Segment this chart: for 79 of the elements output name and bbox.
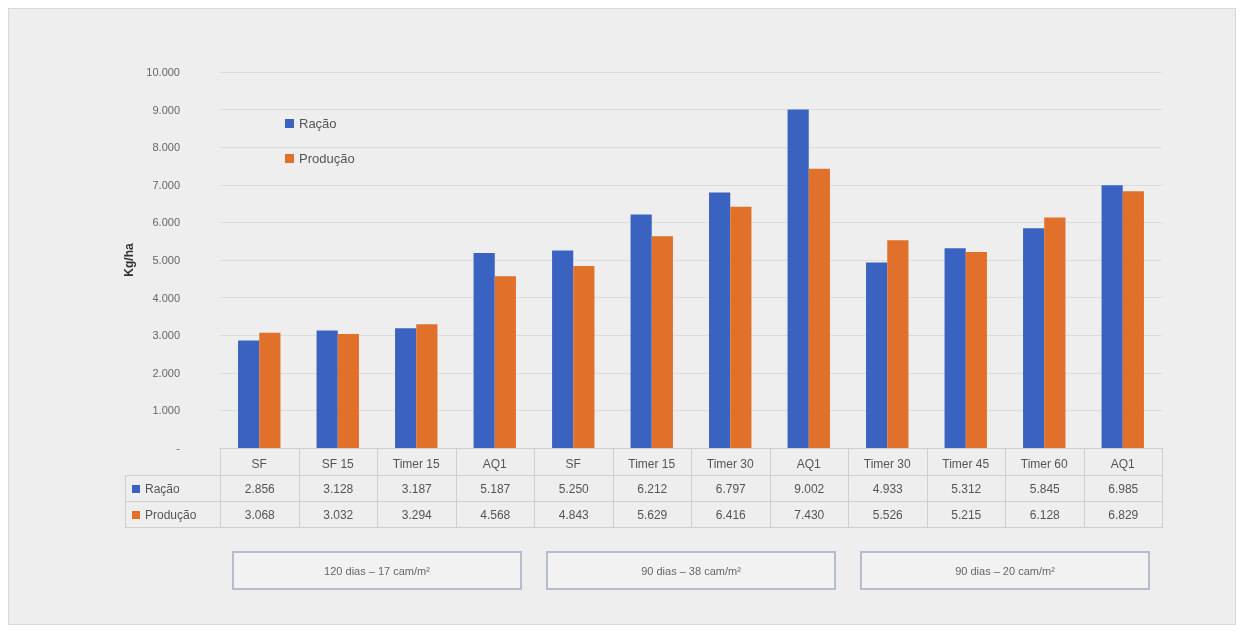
- text: Produção: [145, 507, 197, 522]
- y-tick-label: 3.000: [152, 329, 180, 342]
- data-label: 6.985: [1083, 475, 1163, 502]
- y-tick-label: 4.000: [152, 291, 180, 304]
- x-tick-label: SF: [251, 457, 267, 471]
- data-label: 7.430: [769, 501, 849, 528]
- text: 120 dias – 17 cam/m²: [232, 551, 522, 590]
- bar: [395, 328, 417, 448]
- data-label: 4.933: [848, 475, 928, 502]
- bar: [238, 340, 260, 448]
- y-tick-label: 2.000: [152, 366, 180, 379]
- data-label: 6.416: [691, 501, 771, 528]
- bar: [808, 168, 830, 448]
- data-label: 5.215: [926, 501, 1006, 528]
- bar: [573, 265, 595, 448]
- bar: [965, 251, 987, 448]
- data-label: 3.294: [377, 501, 457, 528]
- bar: [416, 324, 438, 448]
- x-tick-label: Timer 30: [706, 457, 755, 471]
- legend-label: Produção: [299, 151, 355, 166]
- bar: [630, 214, 652, 448]
- legend-label: Ração: [299, 116, 337, 131]
- x-tick-label: AQ1: [482, 457, 508, 471]
- data-label: 5.187: [455, 475, 535, 502]
- text: Ração: [145, 481, 180, 496]
- bar: [709, 192, 731, 448]
- bar: [259, 332, 281, 448]
- data-label: 2.856: [220, 475, 300, 502]
- text: 90 dias – 20 cam/m²: [860, 551, 1150, 590]
- bar: [787, 109, 809, 448]
- data-label: 9.002: [769, 475, 849, 502]
- data-label: 5.312: [926, 475, 1006, 502]
- data-label: 3.032: [298, 501, 378, 528]
- y-tick-label: 9.000: [152, 103, 180, 116]
- bar: [473, 252, 495, 448]
- bar: [1023, 228, 1045, 448]
- data-label: 6.797: [691, 475, 771, 502]
- x-tick-label: Timer 60: [1020, 457, 1069, 471]
- bar: [651, 236, 673, 448]
- data-label: 6.829: [1083, 501, 1163, 528]
- data-label: 5.845: [1005, 475, 1085, 502]
- bar: [316, 330, 338, 448]
- bar: [944, 248, 966, 448]
- bar: [730, 206, 752, 448]
- bar: [1122, 191, 1144, 448]
- bar: [494, 276, 516, 448]
- data-label: 3.068: [220, 501, 300, 528]
- bar: [337, 334, 359, 448]
- y-tick-label: 7.000: [152, 178, 180, 191]
- y-tick-label: -: [176, 442, 181, 454]
- bar: [887, 240, 909, 448]
- text: 90 dias – 38 cam/m²: [546, 551, 836, 590]
- data-label: 6.212: [612, 475, 692, 502]
- x-tick-label: AQ1: [796, 457, 822, 471]
- y-tick-label: 5.000: [152, 254, 180, 266]
- y-tick-label: 8.000: [152, 141, 180, 154]
- x-tick-label: Timer 45: [942, 457, 990, 471]
- data-label: 6.128: [1005, 501, 1085, 528]
- data-label: 5.629: [612, 501, 692, 528]
- y-tick-label: 6.000: [152, 216, 180, 229]
- bar: [866, 262, 888, 448]
- x-tick-label: SF 15: [321, 457, 355, 471]
- data-label: 4.568: [455, 501, 535, 528]
- bar: [552, 250, 574, 448]
- data-label: 3.187: [377, 475, 457, 502]
- y-axis-title: Kg/ha: [122, 243, 136, 277]
- x-tick-label: AQ1: [1110, 457, 1136, 471]
- x-tick-label: Timer 15: [628, 457, 676, 471]
- x-tick-label: Timer 30: [863, 457, 912, 471]
- x-tick-label: Timer 15: [392, 457, 441, 471]
- y-tick-label: 1.000: [152, 404, 180, 417]
- data-label: 4.843: [534, 501, 614, 528]
- data-label: 5.526: [848, 501, 928, 528]
- data-label: 5.250: [534, 475, 614, 502]
- data-label: 3.128: [298, 475, 378, 502]
- bar: [1101, 185, 1123, 448]
- bar: [1044, 217, 1066, 448]
- y-tick-label: 10.000: [146, 66, 180, 78]
- x-tick-label: SF: [565, 457, 581, 471]
